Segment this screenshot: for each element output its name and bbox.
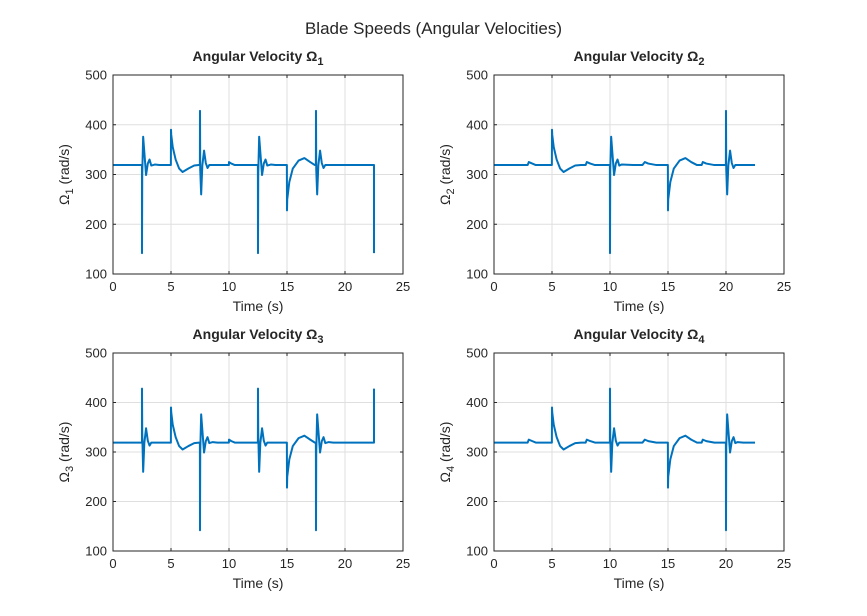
y-tick-label: 500: [85, 68, 107, 83]
y-tick-label: 400: [85, 117, 107, 132]
y-tick-label: 500: [466, 68, 488, 83]
x-axis-label: Time (s): [614, 575, 665, 591]
x-tick-label: 0: [109, 556, 116, 571]
x-tick-label: 5: [548, 556, 555, 571]
x-tick-label: 5: [548, 279, 555, 294]
series-line: [494, 387, 755, 532]
x-tick-label: 0: [490, 556, 497, 571]
x-tick-label: 0: [490, 279, 497, 294]
y-tick-label: 100: [466, 544, 488, 559]
figure-title: Blade Speeds (Angular Velocities): [305, 19, 562, 38]
x-axis-label: Time (s): [233, 298, 284, 314]
y-tick-label: 200: [466, 217, 488, 232]
y-tick-label: 400: [466, 395, 488, 410]
subplot-2: 0 5 10 15 20 25 100 200 300 400 500 Angular Velocit…: [437, 48, 791, 314]
subplot-3: 0 5 10 15 20 25 100 200 300 400 500 Angular Velocit…: [56, 326, 410, 591]
x-tick-label: 0: [109, 279, 116, 294]
y-tick-label: 200: [466, 494, 488, 509]
y-tick-label: 400: [466, 117, 488, 132]
x-axis-label: Time (s): [233, 575, 284, 591]
subplot-1: 0 5 10 15 20 25 100 200 300 400 500 Angular Velocit…: [56, 48, 410, 314]
x-tick-label: 20: [719, 279, 733, 294]
x-tick-label: 25: [396, 556, 410, 571]
y-tick-label: 100: [466, 267, 488, 282]
series-line: [113, 387, 375, 532]
x-tick-label: 5: [167, 279, 174, 294]
series-line: [113, 109, 375, 255]
x-tick-label: 25: [777, 556, 791, 571]
x-axis-label: Time (s): [614, 298, 665, 314]
x-tick-label: 25: [396, 279, 410, 294]
x-tick-label: 15: [280, 279, 294, 294]
x-tick-label: 20: [338, 279, 352, 294]
x-tick-label: 20: [338, 556, 352, 571]
y-tick-label: 300: [85, 445, 107, 460]
y-tick-label: 200: [85, 217, 107, 232]
x-tick-label: 5: [167, 556, 174, 571]
x-tick-label: 10: [222, 556, 236, 571]
x-tick-label: 15: [280, 556, 294, 571]
x-tick-label: 25: [777, 279, 791, 294]
subplot-title: Angular Velocity Ω2: [574, 48, 705, 68]
subplot-title: Angular Velocity Ω1: [193, 48, 324, 68]
x-tick-label: 15: [661, 556, 675, 571]
y-tick-label: 300: [85, 167, 107, 182]
x-tick-label: 10: [603, 556, 617, 571]
y-axis-label: Ω1 (rad/s): [56, 144, 76, 205]
series-line: [494, 109, 755, 255]
x-tick-label: 10: [603, 279, 617, 294]
y-tick-label: 200: [85, 494, 107, 509]
y-tick-label: 400: [85, 395, 107, 410]
x-tick-label: 10: [222, 279, 236, 294]
y-axis-label: Ω2 (rad/s): [437, 144, 457, 205]
y-tick-label: 100: [85, 544, 107, 559]
y-tick-label: 500: [466, 346, 488, 361]
subplot-title: Angular Velocity Ω4: [574, 326, 706, 346]
x-tick-label: 20: [719, 556, 733, 571]
subplot-title: Angular Velocity Ω3: [193, 326, 324, 346]
x-tick-label: 15: [661, 279, 675, 294]
y-tick-label: 300: [466, 445, 488, 460]
y-axis-label: Ω4 (rad/s): [437, 422, 457, 483]
y-tick-label: 500: [85, 346, 107, 361]
y-tick-label: 300: [466, 167, 488, 182]
y-axis-label: Ω3 (rad/s): [56, 422, 76, 483]
subplot-4: 0 5 10 15 20 25 100 200 300 400 500 Angular Velocit…: [437, 326, 791, 591]
y-tick-label: 100: [85, 267, 107, 282]
